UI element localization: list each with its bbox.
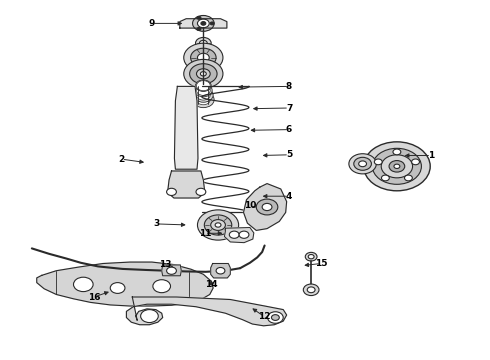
- Circle shape: [196, 90, 210, 100]
- Circle shape: [196, 81, 210, 91]
- Circle shape: [307, 287, 315, 293]
- Circle shape: [74, 277, 93, 292]
- Text: 10: 10: [244, 202, 256, 210]
- Circle shape: [381, 155, 413, 178]
- Circle shape: [359, 161, 367, 167]
- Circle shape: [215, 223, 221, 227]
- Circle shape: [197, 28, 201, 31]
- Polygon shape: [174, 86, 198, 169]
- Circle shape: [393, 149, 401, 155]
- Circle shape: [191, 48, 216, 67]
- Circle shape: [196, 188, 206, 195]
- Text: 16: 16: [88, 292, 100, 302]
- Circle shape: [190, 64, 217, 84]
- Circle shape: [193, 92, 214, 108]
- Circle shape: [197, 16, 201, 19]
- Polygon shape: [244, 184, 287, 230]
- Circle shape: [305, 252, 317, 261]
- Circle shape: [216, 267, 225, 274]
- Text: 2: 2: [119, 154, 124, 163]
- Circle shape: [110, 283, 125, 293]
- Circle shape: [271, 315, 279, 320]
- Text: 4: 4: [286, 192, 293, 201]
- Circle shape: [389, 161, 405, 172]
- Text: 5: 5: [286, 150, 292, 159]
- Circle shape: [354, 157, 371, 170]
- Circle shape: [412, 159, 419, 165]
- Circle shape: [194, 88, 213, 102]
- Circle shape: [349, 154, 376, 174]
- Circle shape: [364, 142, 430, 191]
- Circle shape: [308, 255, 314, 259]
- Text: 8: 8: [286, 82, 292, 91]
- Circle shape: [262, 203, 272, 211]
- Text: 12: 12: [258, 312, 271, 321]
- Circle shape: [197, 19, 209, 28]
- Circle shape: [193, 15, 214, 31]
- Text: 3: 3: [154, 219, 160, 228]
- Polygon shape: [162, 265, 181, 276]
- Polygon shape: [211, 264, 230, 278]
- Circle shape: [256, 199, 278, 215]
- Circle shape: [381, 175, 389, 181]
- Polygon shape: [37, 262, 213, 306]
- Circle shape: [204, 215, 232, 235]
- Circle shape: [229, 231, 239, 238]
- Polygon shape: [180, 19, 227, 28]
- Circle shape: [197, 210, 239, 240]
- Circle shape: [184, 43, 223, 72]
- Circle shape: [195, 84, 212, 97]
- Circle shape: [196, 85, 210, 95]
- Text: 15: 15: [315, 259, 327, 268]
- Polygon shape: [126, 297, 287, 326]
- Text: 7: 7: [286, 104, 293, 112]
- Text: 11: 11: [198, 229, 211, 238]
- Circle shape: [201, 22, 206, 25]
- Circle shape: [153, 280, 171, 293]
- Circle shape: [374, 159, 382, 165]
- Circle shape: [196, 95, 210, 105]
- Circle shape: [167, 267, 176, 274]
- Circle shape: [303, 284, 319, 296]
- Text: 1: 1: [428, 151, 434, 160]
- Circle shape: [394, 164, 400, 168]
- Circle shape: [199, 40, 207, 46]
- Circle shape: [141, 310, 158, 323]
- Circle shape: [196, 80, 211, 91]
- Polygon shape: [168, 171, 205, 198]
- Text: 9: 9: [148, 19, 155, 28]
- Circle shape: [405, 175, 413, 181]
- Text: 14: 14: [205, 280, 218, 289]
- Circle shape: [239, 231, 249, 238]
- Circle shape: [196, 37, 211, 49]
- Circle shape: [167, 188, 176, 195]
- Circle shape: [268, 312, 283, 323]
- Text: 6: 6: [286, 125, 292, 134]
- Circle shape: [184, 59, 223, 88]
- Polygon shape: [224, 228, 254, 243]
- Circle shape: [210, 22, 214, 25]
- Circle shape: [200, 72, 206, 76]
- Circle shape: [197, 53, 209, 62]
- Circle shape: [211, 220, 225, 230]
- Circle shape: [196, 69, 210, 79]
- Circle shape: [372, 148, 421, 184]
- Text: 13: 13: [159, 260, 172, 269]
